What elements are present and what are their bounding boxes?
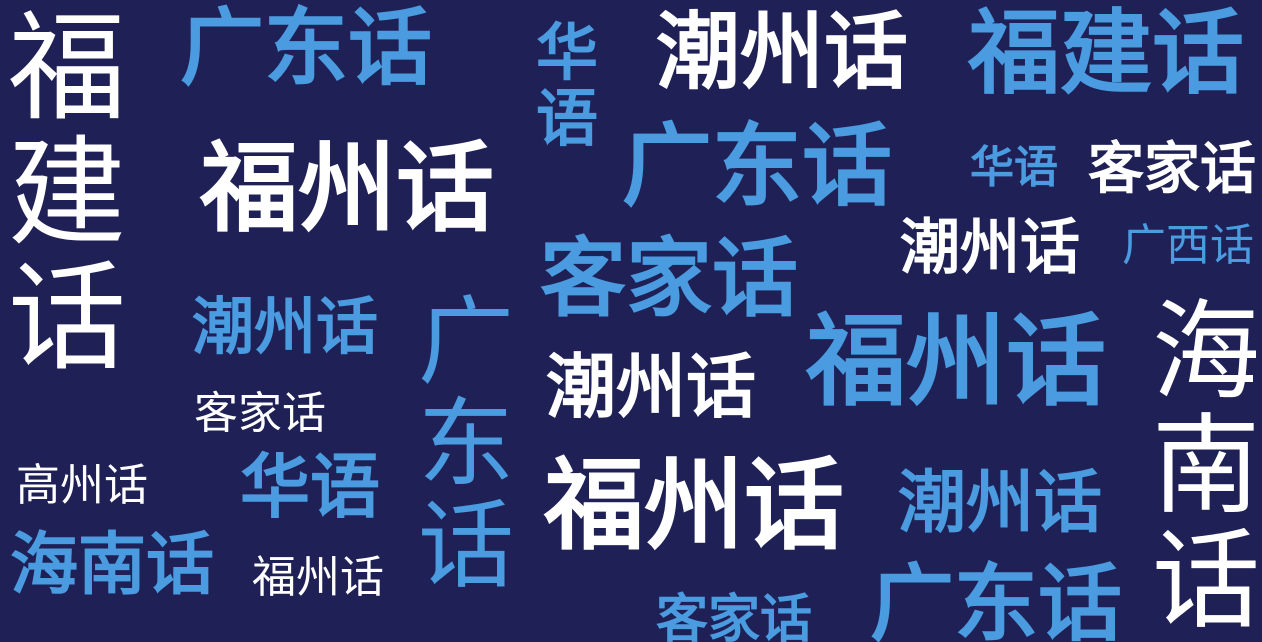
word-guangdong: 广东话 bbox=[870, 555, 1123, 642]
word-chaozhou: 潮州话 bbox=[656, 3, 909, 101]
word-guangdong: 广东话 bbox=[180, 0, 433, 97]
word-fuzhou: 福州话 bbox=[200, 132, 495, 246]
word-hainan: 海南话 bbox=[10, 526, 215, 605]
word-kejia: 客家话 bbox=[1088, 137, 1256, 202]
word-kejia: 客家话 bbox=[540, 229, 798, 329]
word-fujian: 福建话 bbox=[968, 0, 1245, 107]
word-huayu: 华语 bbox=[240, 446, 380, 528]
word-chaozhou: 潮州话 bbox=[546, 346, 756, 428]
word-gaozhou: 高州话 bbox=[16, 460, 148, 511]
word-guangxi: 广西话 bbox=[1122, 220, 1254, 271]
word-chaozhou: 潮州话 bbox=[192, 290, 379, 363]
word-kejia: 客家话 bbox=[656, 590, 813, 642]
word-fuzhou: 福州话 bbox=[544, 447, 844, 564]
word-fujian-vertical: 福建话 bbox=[8, 0, 127, 388]
word-chaozhou: 潮州话 bbox=[900, 213, 1080, 283]
word-huayu: 华语 bbox=[970, 142, 1058, 193]
word-guangdong-vertical: 广东话 bbox=[418, 286, 514, 602]
word-kejia: 客家话 bbox=[194, 388, 326, 439]
word-chaozhou: 潮州话 bbox=[898, 464, 1103, 543]
word-fuzhou: 福州话 bbox=[806, 303, 1106, 420]
word-hainan-vertical: 海南话 bbox=[1152, 290, 1261, 642]
word-guangdong: 广东话 bbox=[622, 114, 892, 219]
word-huayu-vertical: 华语 bbox=[536, 16, 599, 155]
word-fuzhou: 福州话 bbox=[252, 552, 384, 603]
